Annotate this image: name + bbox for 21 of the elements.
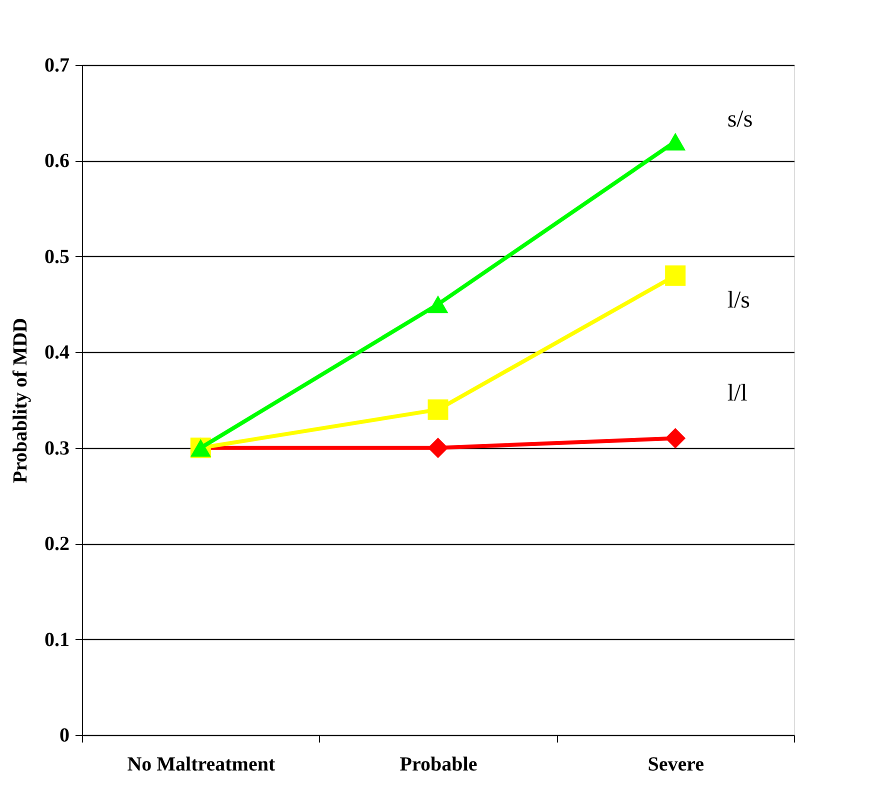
x-tick-label: No Maltreatment: [127, 754, 276, 776]
y-tick-label: 0.5: [44, 246, 70, 268]
point: [665, 132, 686, 150]
y-tick-label: 0.6: [44, 150, 70, 172]
point: [428, 295, 448, 314]
series-label: l/s: [727, 288, 750, 314]
text: l/l: [727, 380, 748, 406]
y-tick-label: 0.4: [44, 342, 70, 364]
point: [428, 438, 448, 458]
y-tick-label: 0.1: [44, 628, 70, 651]
series-label: s/s: [727, 106, 753, 133]
y-tick-label: 0.2: [44, 533, 70, 556]
x-tick-label: Probable: [400, 754, 478, 776]
y-axis-title: Probablity of MDD: [10, 318, 32, 484]
y-tick-label: 0.3: [44, 437, 70, 460]
y-tick-label: 0: [60, 724, 70, 746]
x-tick-label: Severe: [648, 754, 704, 776]
point: [665, 428, 686, 449]
point: [665, 265, 686, 286]
y-tick-label: 0.7: [44, 54, 70, 76]
point: [428, 399, 448, 420]
